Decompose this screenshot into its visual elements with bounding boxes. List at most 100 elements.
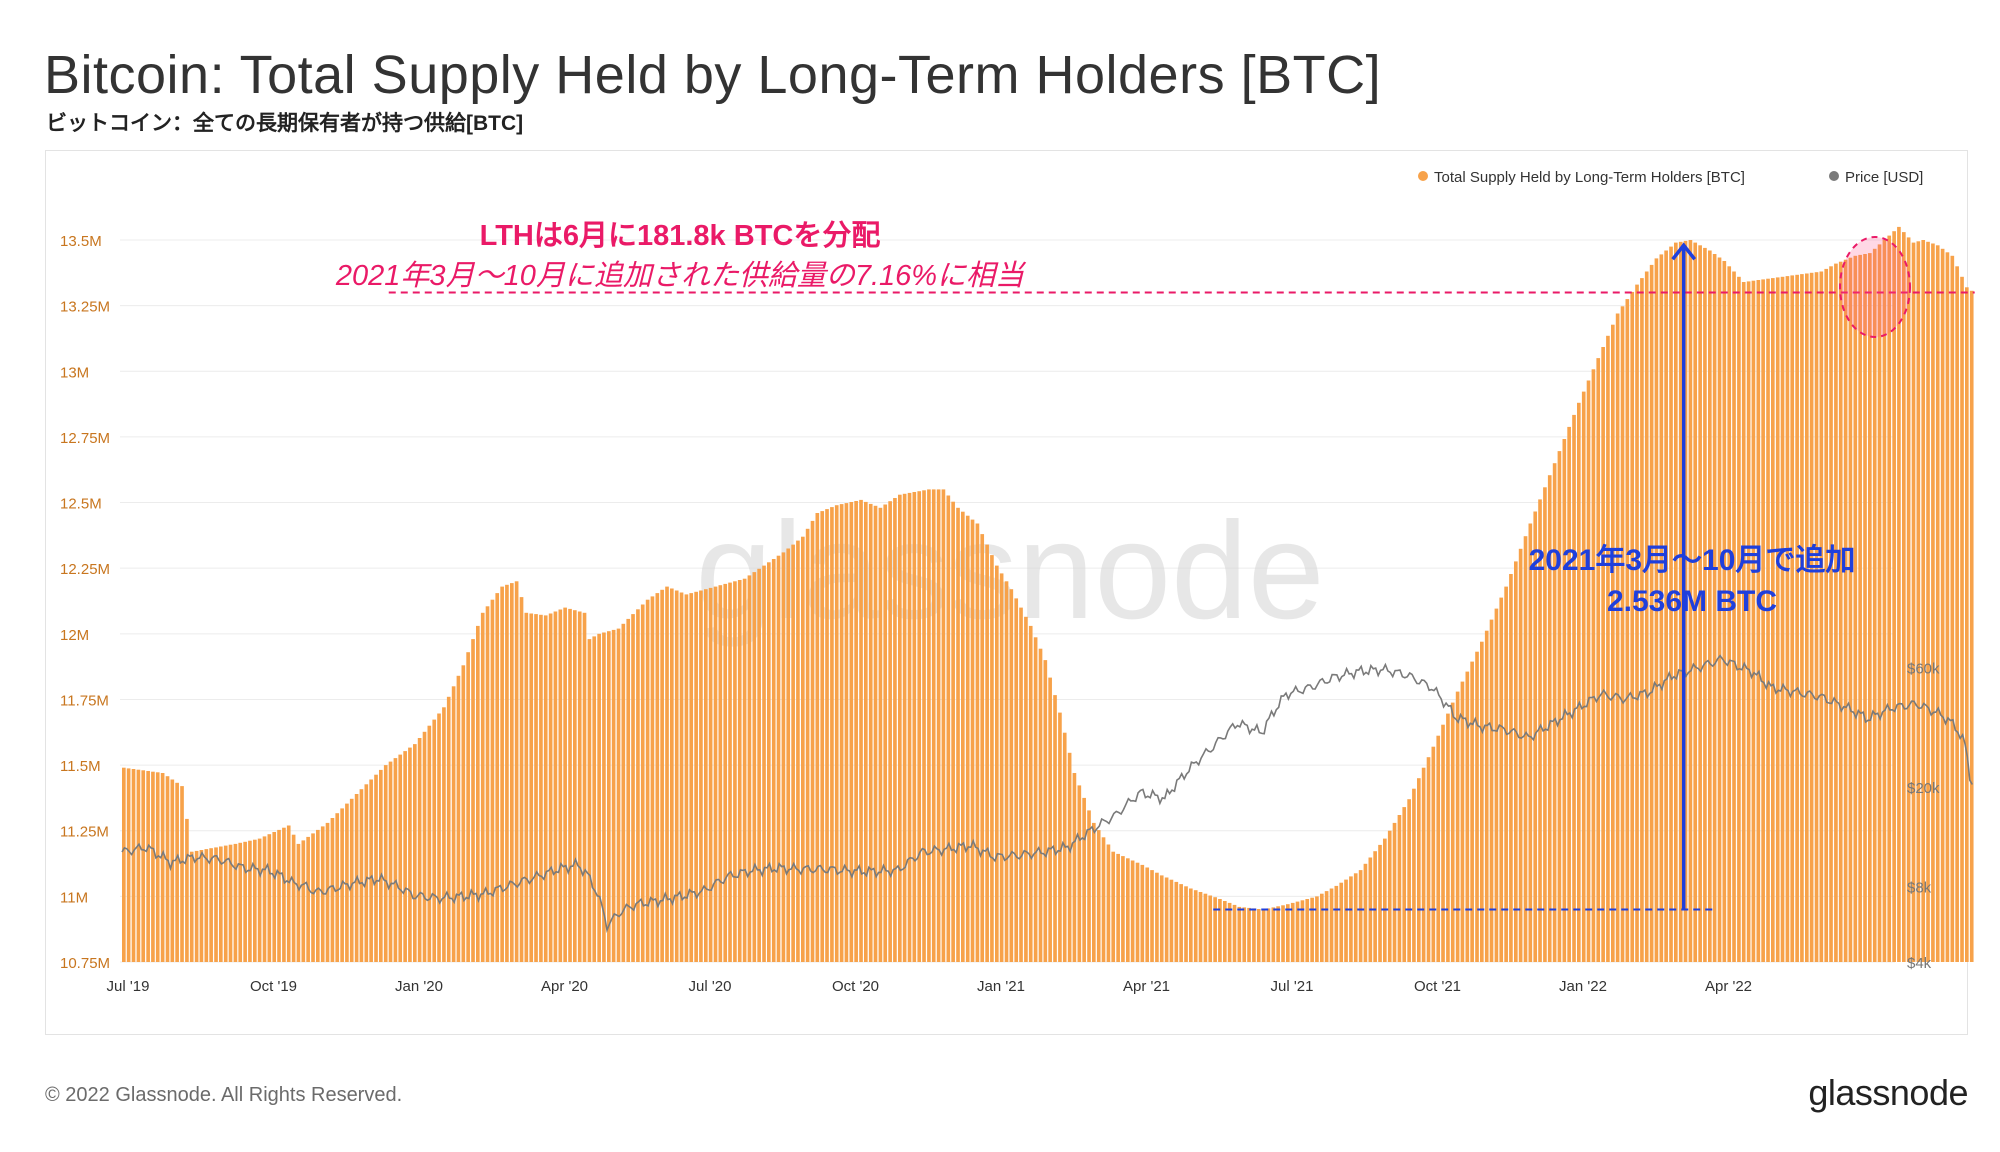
supply-bar bbox=[723, 583, 728, 962]
supply-bar bbox=[1198, 892, 1203, 962]
supply-bar bbox=[1087, 810, 1091, 962]
supply-bar bbox=[1863, 254, 1867, 962]
supply-bar bbox=[844, 503, 849, 962]
supply-bar bbox=[1969, 290, 1974, 962]
supply-bar bbox=[219, 846, 223, 962]
supply-bar bbox=[199, 850, 204, 962]
supply-bar bbox=[1344, 879, 1348, 962]
supply-bar bbox=[1824, 268, 1829, 962]
left-tick-label: 12M bbox=[60, 627, 89, 644]
supply-bar bbox=[1761, 279, 1765, 962]
supply-bar bbox=[1242, 907, 1247, 962]
supply-bar bbox=[951, 501, 955, 962]
supply-bar bbox=[427, 725, 432, 962]
supply-bar bbox=[781, 552, 786, 962]
supply-bar bbox=[325, 822, 330, 962]
supply-bar bbox=[1722, 261, 1727, 962]
supply-bar bbox=[767, 562, 771, 962]
supply-bar bbox=[296, 843, 301, 962]
supply-bar bbox=[1048, 677, 1052, 962]
supply-bar bbox=[1547, 475, 1552, 962]
supply-bar bbox=[330, 818, 335, 962]
supply-bar bbox=[1523, 536, 1528, 962]
supply-bar bbox=[1611, 324, 1615, 962]
supply-bar bbox=[1024, 616, 1028, 962]
supply-bar bbox=[204, 849, 209, 962]
supply-bar bbox=[718, 585, 723, 962]
supply-bar bbox=[243, 841, 247, 962]
supply-bar bbox=[1096, 830, 1101, 962]
supply-bar bbox=[1223, 901, 1227, 962]
supply-bar bbox=[864, 501, 868, 962]
supply-bar bbox=[1329, 888, 1334, 962]
supply-bar bbox=[437, 713, 441, 962]
supply-bar bbox=[180, 786, 184, 962]
supply-bar bbox=[1528, 523, 1533, 962]
supply-bar bbox=[194, 850, 199, 962]
supply-bar bbox=[1203, 893, 1208, 962]
supply-bar bbox=[747, 575, 752, 962]
left-tick-label: 11M bbox=[60, 889, 88, 906]
supply-bar bbox=[1887, 235, 1892, 963]
supply-bar bbox=[209, 848, 213, 962]
supply-bar bbox=[995, 565, 999, 962]
supply-bar bbox=[136, 769, 141, 962]
supply-bar bbox=[776, 555, 781, 962]
supply-bar bbox=[805, 528, 810, 962]
supply-bar bbox=[1009, 589, 1014, 962]
supply-bar bbox=[1450, 702, 1455, 962]
supply-bar bbox=[1261, 909, 1266, 962]
supply-bar bbox=[1092, 822, 1096, 962]
x-tick-label: Jul '21 bbox=[1271, 978, 1314, 995]
supply-bar bbox=[830, 507, 834, 962]
supply-bar bbox=[519, 597, 524, 962]
supply-bar bbox=[970, 519, 975, 962]
supply-bar bbox=[306, 836, 310, 962]
supply-bar bbox=[1116, 853, 1120, 962]
supply-bar bbox=[1911, 242, 1916, 963]
supply-bar bbox=[815, 513, 820, 962]
supply-bar bbox=[699, 590, 703, 962]
x-tick-label: Apr '20 bbox=[541, 978, 588, 995]
supply-bar bbox=[364, 784, 369, 962]
supply-bar bbox=[248, 840, 252, 962]
supply-bar bbox=[1790, 275, 1795, 962]
left-tick-label: 13.25M bbox=[60, 299, 110, 316]
supply-bar bbox=[1053, 695, 1057, 962]
annotation-blue-line2: 2.536M BTC bbox=[1607, 585, 1777, 618]
supply-bar bbox=[563, 607, 567, 962]
supply-bar bbox=[495, 593, 500, 962]
supply-bar bbox=[1771, 278, 1775, 963]
left-tick-label: 13M bbox=[60, 364, 89, 381]
right-axis-ticks: $60k $20k $8k $4k bbox=[1907, 661, 1940, 972]
supply-bar bbox=[1159, 875, 1164, 962]
legend-supply-label: Total Supply Held by Long-Term Holders [… bbox=[1434, 169, 1745, 186]
supply-bar bbox=[1189, 888, 1193, 962]
supply-bar bbox=[1625, 299, 1630, 963]
price-line bbox=[121, 654, 1973, 933]
supply-bar bbox=[1499, 597, 1504, 962]
supply-bar bbox=[708, 587, 713, 962]
supply-bar bbox=[878, 507, 883, 962]
supply-bar bbox=[316, 829, 320, 962]
left-tick-label: 12.25M bbox=[60, 561, 110, 578]
supply-bar bbox=[1640, 278, 1644, 963]
supply-bar bbox=[1751, 280, 1756, 962]
supply-bar bbox=[912, 492, 917, 962]
supply-bar bbox=[1019, 607, 1023, 962]
supply-bar bbox=[1596, 358, 1601, 963]
supply-bar bbox=[1737, 276, 1741, 962]
supply-bar bbox=[1965, 287, 1969, 962]
supply-bar bbox=[146, 771, 150, 962]
supply-bar bbox=[461, 665, 466, 962]
supply-bar bbox=[1339, 882, 1344, 962]
supply-bar bbox=[1606, 335, 1610, 962]
supply-bar bbox=[1140, 864, 1145, 962]
supply-bar bbox=[922, 490, 926, 962]
supply-bar bbox=[655, 593, 660, 962]
supply-bar bbox=[393, 758, 398, 962]
supply-bar bbox=[1669, 246, 1673, 963]
supply-bar bbox=[286, 825, 291, 962]
supply-bar bbox=[446, 696, 451, 962]
